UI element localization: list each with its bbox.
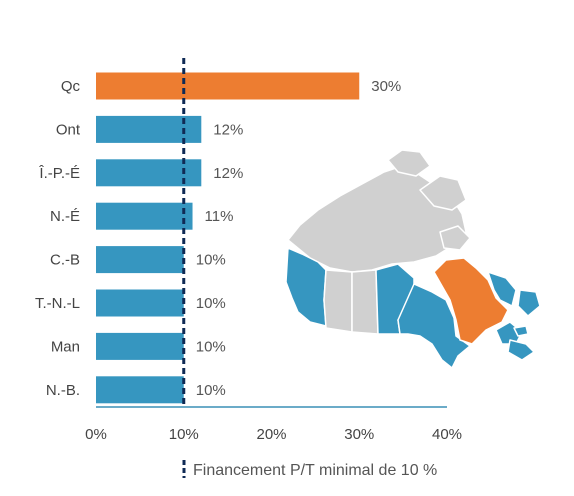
x-tick-label: 10%	[169, 426, 199, 443]
map-region-3	[419, 175, 467, 211]
x-tick-label: 30%	[344, 426, 374, 443]
category-label: N.-B.	[46, 382, 80, 399]
x-tick-label: 40%	[432, 426, 462, 443]
bar-7	[96, 332, 184, 360]
x-tick-label: 20%	[256, 426, 286, 443]
x-tick-labels: 0% 10% 20% 30% 40%	[85, 426, 462, 443]
map-region-15	[513, 325, 529, 337]
category-label: C.-B	[50, 252, 80, 269]
x-tick-label: 0%	[85, 426, 107, 443]
map-region-4	[439, 225, 471, 251]
legend: Financement P/T minimal de 10 %	[182, 460, 437, 479]
bar-series	[96, 72, 360, 404]
map-region-12	[517, 289, 541, 317]
bar-4	[96, 202, 193, 230]
bar-6	[96, 289, 184, 317]
map-region-14	[507, 339, 535, 361]
map-region-2	[387, 149, 431, 177]
value-label: 12%	[213, 165, 243, 182]
value-label: 10%	[196, 252, 226, 269]
value-label: 10%	[196, 382, 226, 399]
legend-label: Financement P/T minimal de 10 %	[193, 462, 437, 479]
value-label: 30%	[371, 78, 401, 95]
value-label: 11%	[205, 208, 234, 225]
map-region-11	[487, 271, 517, 307]
canada-map-icon	[285, 149, 541, 369]
category-label: N.-É	[50, 208, 80, 225]
bar-1	[96, 72, 360, 100]
category-label: Ont	[56, 121, 81, 138]
value-labels: 30% 12% 12% 11% 10% 10% 10% 10%	[196, 78, 402, 399]
bar-5	[96, 246, 184, 274]
map-region-10	[433, 257, 509, 345]
category-label: Man	[51, 338, 80, 355]
map-region-6	[323, 269, 353, 333]
value-label: 10%	[196, 338, 226, 355]
map-region-9	[397, 283, 471, 369]
bar-8	[96, 376, 184, 404]
value-label: 12%	[213, 121, 243, 138]
value-label: 10%	[196, 295, 226, 312]
bar-3	[96, 159, 202, 187]
category-label: T.-N.-L	[35, 295, 80, 312]
category-label: Qc	[61, 78, 81, 95]
bar-2	[96, 115, 202, 143]
map-region-7	[351, 269, 379, 335]
category-labels: Qc Ont Î.-P.-É N.-É C.-B T.-N.-L Man N.-B.	[35, 78, 81, 399]
category-label: Î.-P.-É	[38, 165, 80, 182]
